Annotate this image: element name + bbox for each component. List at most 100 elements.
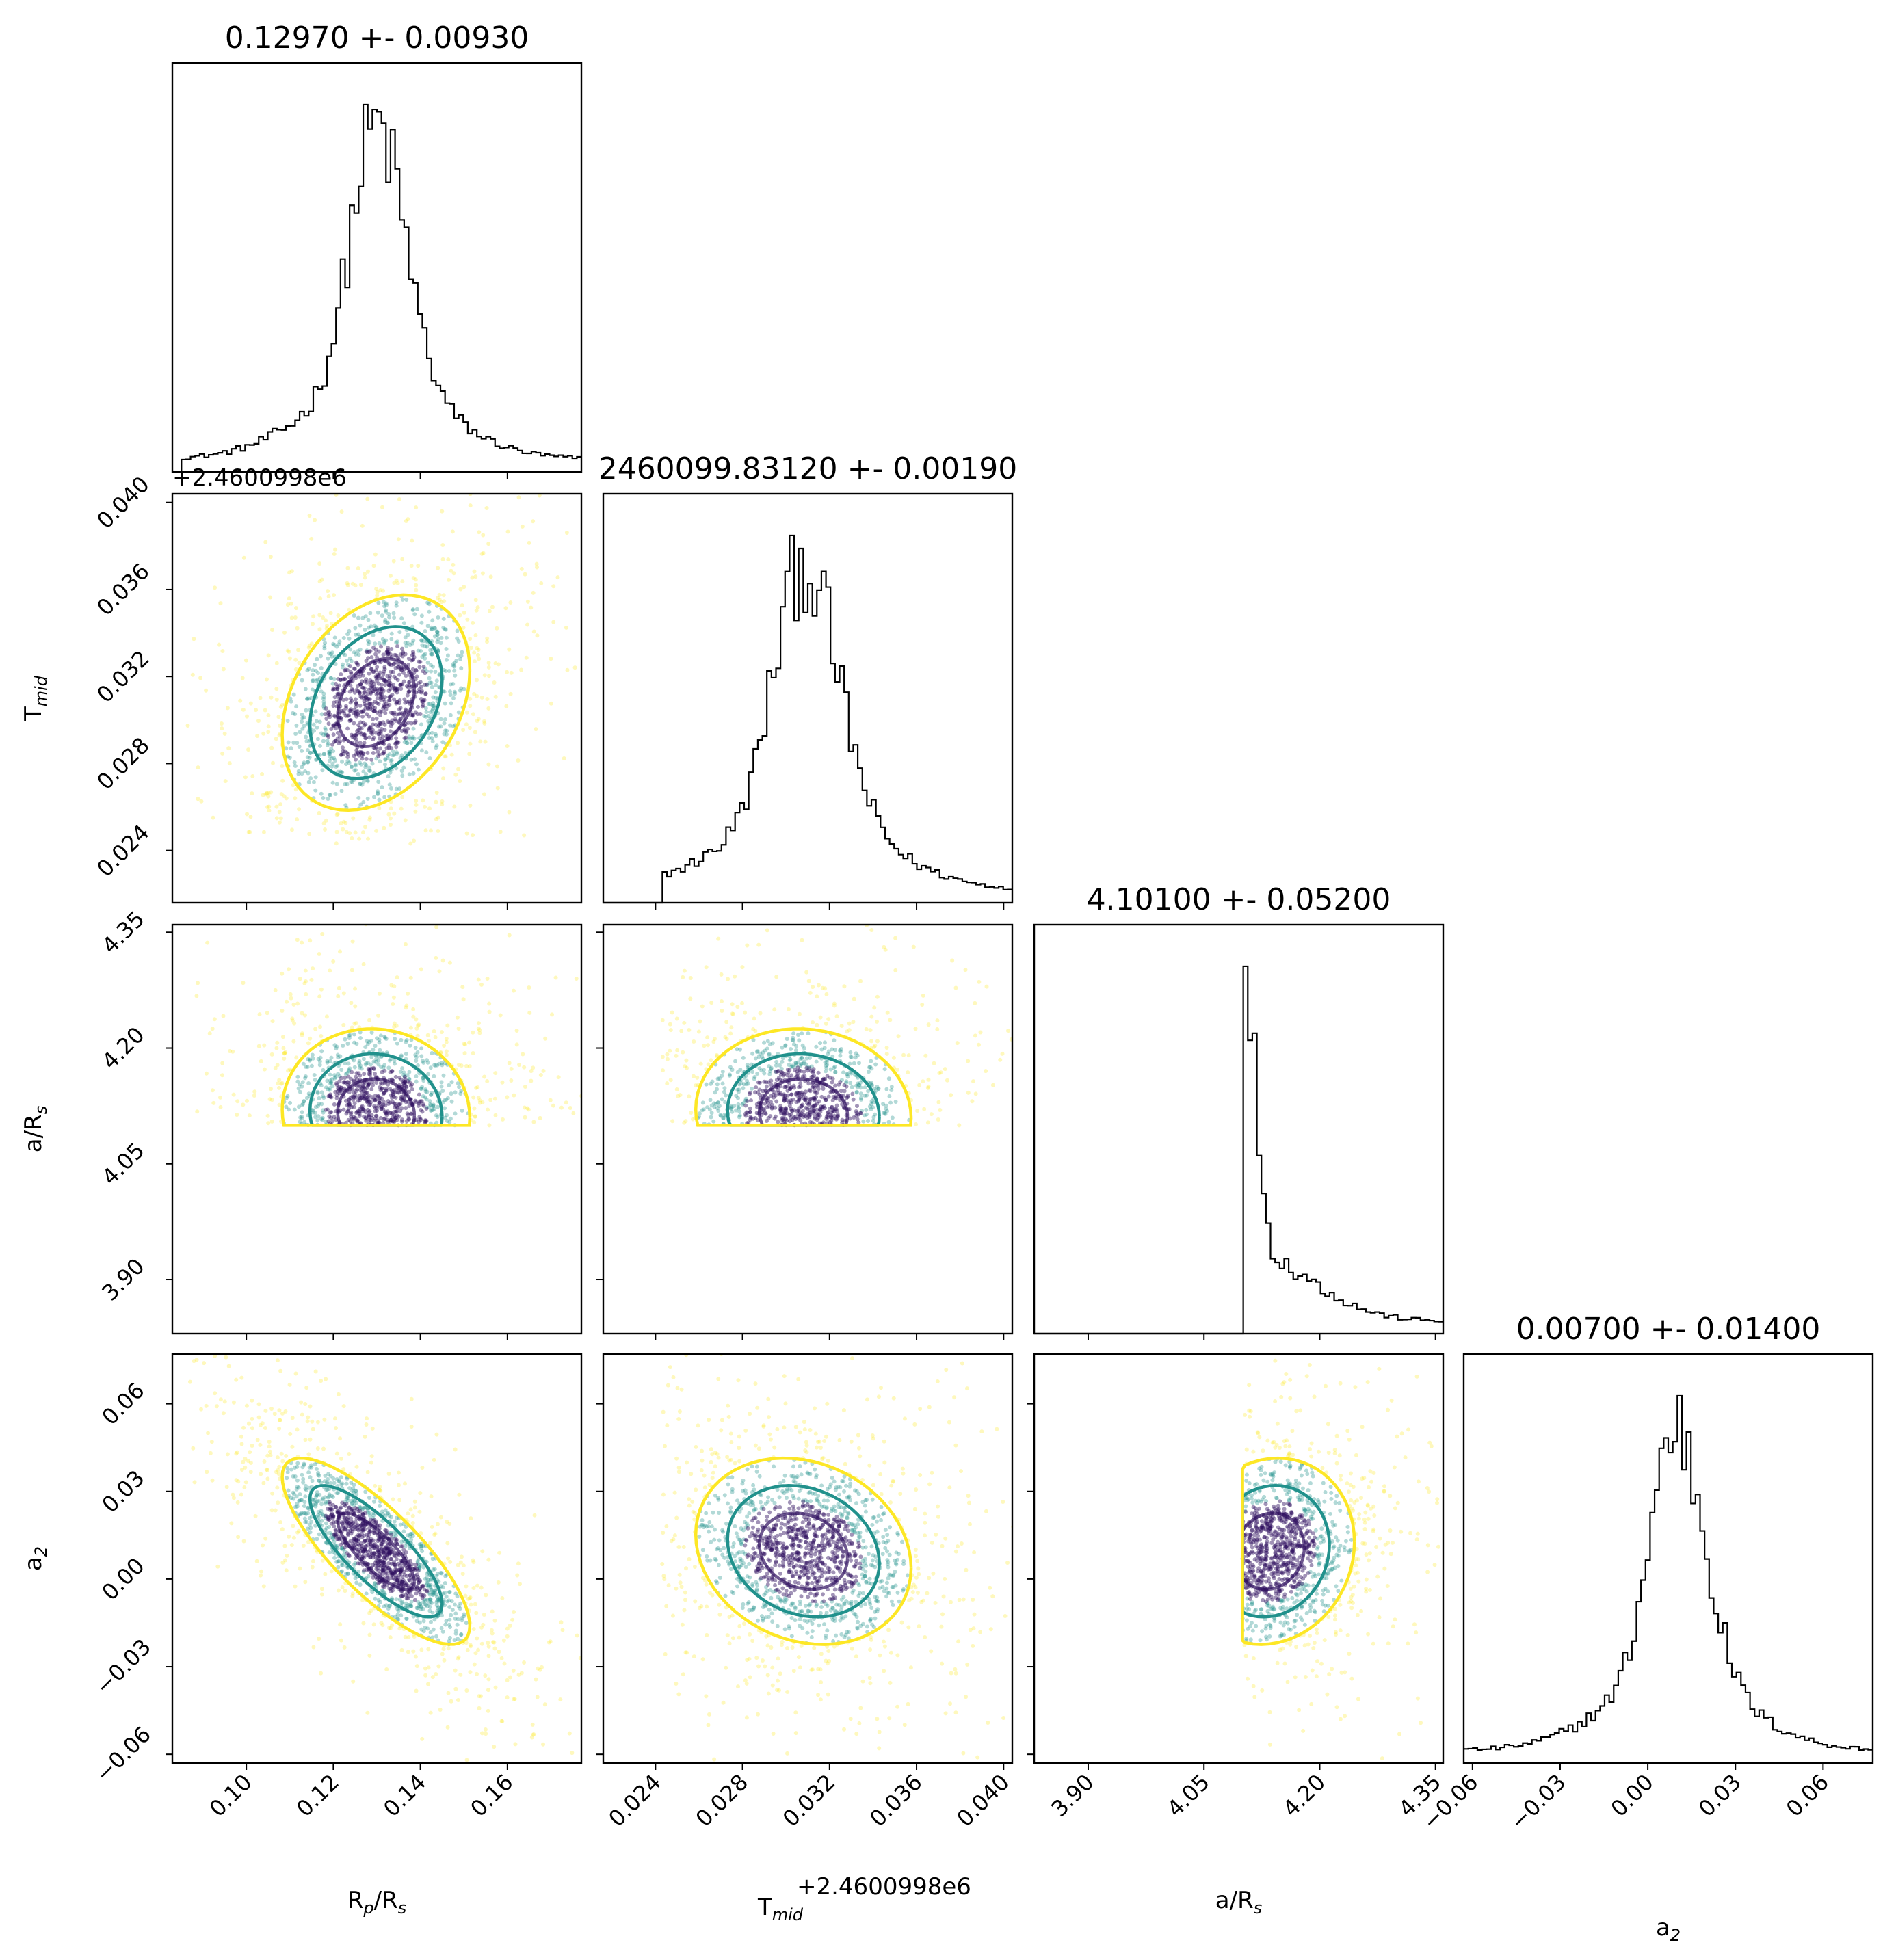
scatter-point (430, 685, 434, 689)
scatter-point (757, 1080, 762, 1085)
scatter-point (296, 1528, 301, 1533)
scatter-point (808, 1111, 813, 1115)
scatter-point (474, 1085, 479, 1090)
scatter-point (262, 1067, 267, 1072)
scatter-point (386, 683, 391, 687)
scatter-point (330, 756, 334, 761)
scatter-point (356, 1098, 360, 1103)
scatter-point (711, 1119, 716, 1124)
scatter-point (701, 1107, 706, 1112)
scatter-point (316, 1498, 321, 1503)
scatter-point (492, 680, 497, 685)
scatter-point (345, 1041, 350, 1046)
scatter-point (467, 1596, 472, 1601)
scatter-point (298, 1115, 303, 1120)
scatter-point (425, 1579, 430, 1584)
scatter-point (258, 1573, 263, 1578)
scatter-point (319, 577, 324, 582)
scatter-point (268, 595, 273, 600)
panel-frame (171, 923, 583, 1335)
scatter-point (440, 1063, 445, 1068)
scatter-point (391, 1115, 395, 1120)
scatter-point (294, 723, 299, 728)
scatter-point (290, 1416, 295, 1420)
scatter-point (327, 793, 332, 797)
scatter-point (438, 641, 443, 646)
scatter-point (415, 1050, 420, 1055)
scatter-point (402, 711, 407, 715)
scatter-point (428, 1102, 433, 1107)
scatter-point (293, 712, 298, 717)
scatter-point (785, 1088, 790, 1093)
scatter-point (493, 694, 498, 699)
scatter-point (310, 678, 315, 683)
scatter-point (856, 1061, 861, 1065)
scatter-point (484, 505, 489, 510)
scatter-point (439, 1613, 444, 1618)
scatter-point (447, 1639, 451, 1643)
scatter-point (295, 626, 300, 631)
scatter-point (347, 708, 352, 713)
scatter-point (378, 1600, 382, 1604)
scatter-point (863, 1093, 867, 1098)
scatter-point (751, 1116, 756, 1121)
scatter-point (805, 1065, 810, 1070)
scatter-point (949, 1093, 953, 1098)
scatter-point (278, 1520, 283, 1525)
scatter-point (385, 645, 390, 650)
scatter-point (354, 747, 359, 752)
scatter-point (682, 1120, 687, 1125)
scatter-point (250, 1416, 254, 1421)
scatter-point (797, 1068, 802, 1073)
scatter-point (668, 1078, 673, 1083)
scatter-point (313, 1498, 317, 1502)
scatter-point (380, 1086, 384, 1091)
scatter-point (856, 1112, 860, 1117)
scatter-point (260, 771, 265, 776)
scatter-point (327, 1500, 332, 1505)
scatter-point (692, 1039, 696, 1044)
scatter-point (363, 628, 367, 633)
scatter-point (328, 1081, 332, 1086)
scatter-point (399, 728, 404, 733)
scatter-point (294, 1055, 299, 1060)
scatter-point (361, 1621, 366, 1626)
scatter-point (490, 1631, 495, 1636)
scatter-point (362, 741, 367, 745)
scatter-point (339, 752, 343, 757)
scatter-point (365, 1099, 369, 1104)
scatter-point (447, 1521, 452, 1526)
scatter-point (345, 1109, 350, 1113)
scatter-point (336, 994, 341, 998)
scatter-point (403, 652, 408, 657)
scatter-point (250, 1426, 254, 1431)
scatter-point (386, 1120, 391, 1124)
scatter-point (735, 1005, 740, 1009)
scatter-point (556, 1075, 561, 1080)
scatter-point (445, 1119, 449, 1124)
scatter-point (796, 1108, 801, 1113)
scatter-point (460, 1108, 464, 1113)
scatter-point (774, 975, 779, 979)
scatter-point (748, 1110, 752, 1115)
scatter-point (291, 711, 295, 715)
scatter-point (428, 1108, 433, 1113)
scatter-point (539, 581, 544, 585)
scatter-point (351, 1679, 356, 1684)
scatter-point (751, 1037, 756, 1042)
scatter-point (311, 1427, 315, 1431)
scatter-point (351, 1098, 356, 1102)
scatter-point (326, 651, 331, 656)
scatter-point (282, 1050, 287, 1055)
scatter-point (370, 1590, 375, 1595)
scatter-point (453, 1447, 458, 1452)
scatter-point (396, 537, 401, 542)
scatter-point (505, 744, 510, 749)
scatter-point (474, 1611, 479, 1615)
scatter-point (488, 574, 493, 579)
scatter-point (417, 1092, 421, 1097)
scatter-point (241, 1425, 246, 1430)
scatter-point (332, 700, 337, 705)
scatter-point (439, 1084, 444, 1089)
scatter-point (199, 799, 204, 804)
